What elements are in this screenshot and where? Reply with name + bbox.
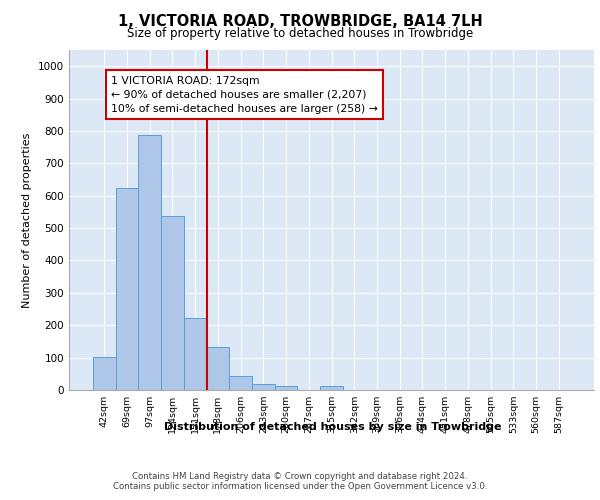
Bar bbox=[275, 386, 298, 390]
Bar bbox=[93, 356, 116, 390]
Text: Distribution of detached houses by size in Trowbridge: Distribution of detached houses by size … bbox=[164, 422, 502, 432]
Y-axis label: Number of detached properties: Number of detached properties bbox=[22, 132, 32, 308]
Bar bbox=[116, 188, 139, 390]
Text: 1 VICTORIA ROAD: 172sqm
← 90% of detached houses are smaller (2,207)
10% of semi: 1 VICTORIA ROAD: 172sqm ← 90% of detache… bbox=[111, 76, 378, 114]
Bar bbox=[252, 384, 275, 390]
Bar bbox=[161, 216, 184, 390]
Bar bbox=[184, 318, 206, 390]
Bar bbox=[139, 135, 161, 390]
Text: 1, VICTORIA ROAD, TROWBRIDGE, BA14 7LH: 1, VICTORIA ROAD, TROWBRIDGE, BA14 7LH bbox=[118, 14, 482, 29]
Text: Contains HM Land Registry data © Crown copyright and database right 2024.: Contains HM Land Registry data © Crown c… bbox=[132, 472, 468, 481]
Bar bbox=[229, 376, 252, 390]
Text: Size of property relative to detached houses in Trowbridge: Size of property relative to detached ho… bbox=[127, 28, 473, 40]
Bar bbox=[206, 348, 229, 390]
Text: Contains public sector information licensed under the Open Government Licence v3: Contains public sector information licen… bbox=[113, 482, 487, 491]
Bar bbox=[320, 386, 343, 390]
